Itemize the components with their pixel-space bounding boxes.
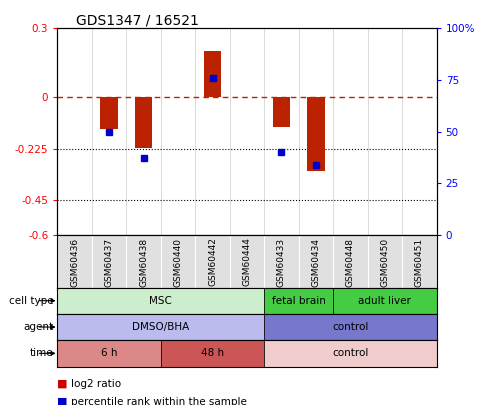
Text: cell type: cell type xyxy=(9,296,53,306)
Bar xyxy=(264,340,437,367)
Text: agent: agent xyxy=(23,322,53,332)
Text: GSM60438: GSM60438 xyxy=(139,237,148,287)
Text: time: time xyxy=(30,348,53,358)
Text: GSM60440: GSM60440 xyxy=(174,237,183,286)
Text: adult liver: adult liver xyxy=(358,296,411,306)
Text: log2 ratio: log2 ratio xyxy=(71,379,121,389)
Text: GSM60451: GSM60451 xyxy=(415,237,424,287)
Bar xyxy=(333,288,437,314)
Text: GSM60444: GSM60444 xyxy=(243,237,251,286)
Text: 48 h: 48 h xyxy=(201,348,224,358)
Bar xyxy=(307,97,324,171)
Bar xyxy=(230,235,264,288)
Text: percentile rank within the sample: percentile rank within the sample xyxy=(71,397,247,405)
Bar xyxy=(204,51,221,97)
Text: DMSO/BHA: DMSO/BHA xyxy=(132,322,190,332)
Text: GSM60442: GSM60442 xyxy=(208,237,217,286)
Bar xyxy=(57,314,264,340)
Bar xyxy=(135,97,152,148)
Bar xyxy=(264,314,437,340)
Text: GSM60437: GSM60437 xyxy=(105,237,114,287)
Text: GSM60434: GSM60434 xyxy=(311,237,320,286)
Bar xyxy=(57,235,92,288)
Text: control: control xyxy=(332,322,369,332)
Text: ■: ■ xyxy=(57,397,68,405)
Bar xyxy=(126,235,161,288)
Text: control: control xyxy=(332,348,369,358)
Bar xyxy=(333,235,368,288)
Text: GSM60450: GSM60450 xyxy=(380,237,389,287)
Bar xyxy=(264,288,333,314)
Bar xyxy=(368,235,402,288)
Bar xyxy=(161,235,195,288)
Bar xyxy=(92,235,126,288)
Bar xyxy=(100,97,118,129)
Bar xyxy=(299,235,333,288)
Text: GDS1347 / 16521: GDS1347 / 16521 xyxy=(76,13,199,27)
Text: fetal brain: fetal brain xyxy=(272,296,326,306)
Text: GSM60448: GSM60448 xyxy=(346,237,355,286)
Text: ■: ■ xyxy=(57,379,68,389)
Bar xyxy=(273,97,290,127)
Bar xyxy=(57,288,264,314)
Text: GSM60436: GSM60436 xyxy=(70,237,79,287)
Bar xyxy=(161,340,264,367)
Text: MSC: MSC xyxy=(149,296,172,306)
Bar xyxy=(402,235,437,288)
Text: 6 h: 6 h xyxy=(101,348,117,358)
Bar xyxy=(195,235,230,288)
Bar xyxy=(264,235,299,288)
Text: GSM60433: GSM60433 xyxy=(277,237,286,287)
Bar xyxy=(57,340,161,367)
